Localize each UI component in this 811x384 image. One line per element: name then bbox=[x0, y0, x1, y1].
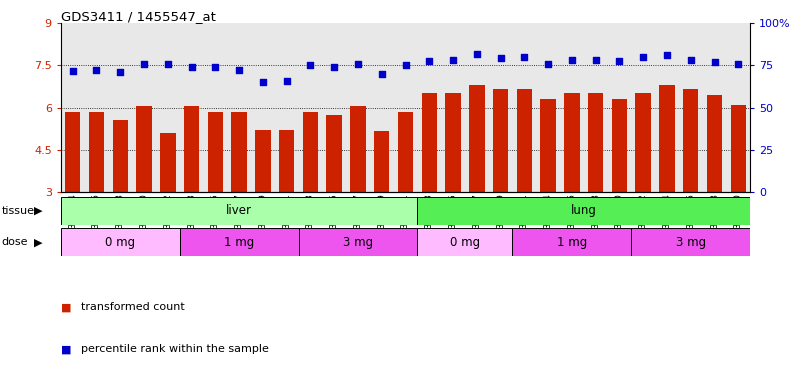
Point bbox=[328, 64, 341, 70]
Point bbox=[399, 62, 412, 68]
Text: percentile rank within the sample: percentile rank within the sample bbox=[81, 344, 269, 354]
Bar bbox=[683, 89, 698, 192]
Point bbox=[114, 69, 127, 75]
Text: liver: liver bbox=[226, 204, 252, 217]
Point bbox=[470, 51, 483, 57]
Point bbox=[161, 61, 174, 67]
Bar bbox=[61, 197, 418, 225]
Bar bbox=[374, 131, 389, 192]
Text: ■: ■ bbox=[61, 302, 71, 312]
Text: tissue: tissue bbox=[2, 206, 35, 216]
Point bbox=[518, 54, 531, 60]
Bar bbox=[493, 89, 508, 192]
Bar bbox=[65, 112, 80, 192]
Bar bbox=[418, 197, 750, 225]
Point bbox=[684, 56, 697, 63]
Text: lung: lung bbox=[571, 204, 597, 217]
Text: GDS3411 / 1455547_at: GDS3411 / 1455547_at bbox=[61, 10, 216, 23]
Bar bbox=[397, 112, 414, 192]
Bar bbox=[184, 106, 200, 192]
Bar bbox=[636, 93, 651, 192]
Bar bbox=[631, 228, 750, 256]
Bar bbox=[255, 130, 271, 192]
Point bbox=[375, 71, 388, 77]
Bar bbox=[231, 112, 247, 192]
Point bbox=[542, 61, 555, 67]
Point bbox=[67, 68, 79, 74]
Point bbox=[708, 60, 721, 66]
Bar bbox=[180, 228, 298, 256]
Point bbox=[304, 62, 317, 68]
Bar bbox=[160, 133, 175, 192]
Text: dose: dose bbox=[2, 237, 28, 247]
Point bbox=[660, 52, 673, 58]
Point bbox=[447, 56, 460, 63]
Text: 1 mg: 1 mg bbox=[557, 236, 587, 249]
Bar bbox=[279, 130, 294, 192]
Bar bbox=[136, 106, 152, 192]
Point bbox=[233, 66, 246, 73]
Text: transformed count: transformed count bbox=[81, 302, 185, 312]
Point bbox=[494, 55, 507, 61]
Text: 3 mg: 3 mg bbox=[343, 236, 373, 249]
Bar bbox=[611, 99, 627, 192]
Text: 0 mg: 0 mg bbox=[105, 236, 135, 249]
Point bbox=[565, 56, 578, 63]
Bar bbox=[445, 93, 461, 192]
Bar bbox=[659, 85, 675, 192]
Point bbox=[256, 79, 269, 85]
Bar bbox=[88, 112, 104, 192]
Text: 0 mg: 0 mg bbox=[450, 236, 480, 249]
Point bbox=[589, 56, 602, 63]
Point bbox=[90, 66, 103, 73]
Bar bbox=[422, 93, 437, 192]
Point bbox=[613, 58, 626, 64]
Text: 3 mg: 3 mg bbox=[676, 236, 706, 249]
Bar bbox=[298, 228, 418, 256]
Point bbox=[351, 61, 364, 67]
Point bbox=[637, 54, 650, 60]
Bar bbox=[208, 112, 223, 192]
Bar bbox=[731, 105, 746, 192]
Bar bbox=[303, 112, 318, 192]
Bar bbox=[61, 228, 180, 256]
Text: ■: ■ bbox=[61, 344, 71, 354]
Bar bbox=[517, 89, 532, 192]
Point bbox=[732, 61, 744, 67]
Bar bbox=[327, 114, 342, 192]
Bar bbox=[513, 228, 631, 256]
Point bbox=[138, 61, 151, 67]
Bar bbox=[113, 120, 128, 192]
Text: ▶: ▶ bbox=[34, 237, 42, 247]
Bar bbox=[588, 93, 603, 192]
Text: 1 mg: 1 mg bbox=[224, 236, 254, 249]
Point bbox=[280, 78, 293, 84]
Point bbox=[185, 64, 198, 70]
Bar bbox=[418, 228, 513, 256]
Text: ▶: ▶ bbox=[34, 206, 42, 216]
Bar bbox=[540, 99, 556, 192]
Bar bbox=[469, 85, 484, 192]
Bar bbox=[564, 93, 580, 192]
Point bbox=[423, 58, 436, 64]
Bar bbox=[707, 95, 723, 192]
Point bbox=[209, 64, 222, 70]
Bar bbox=[350, 106, 366, 192]
